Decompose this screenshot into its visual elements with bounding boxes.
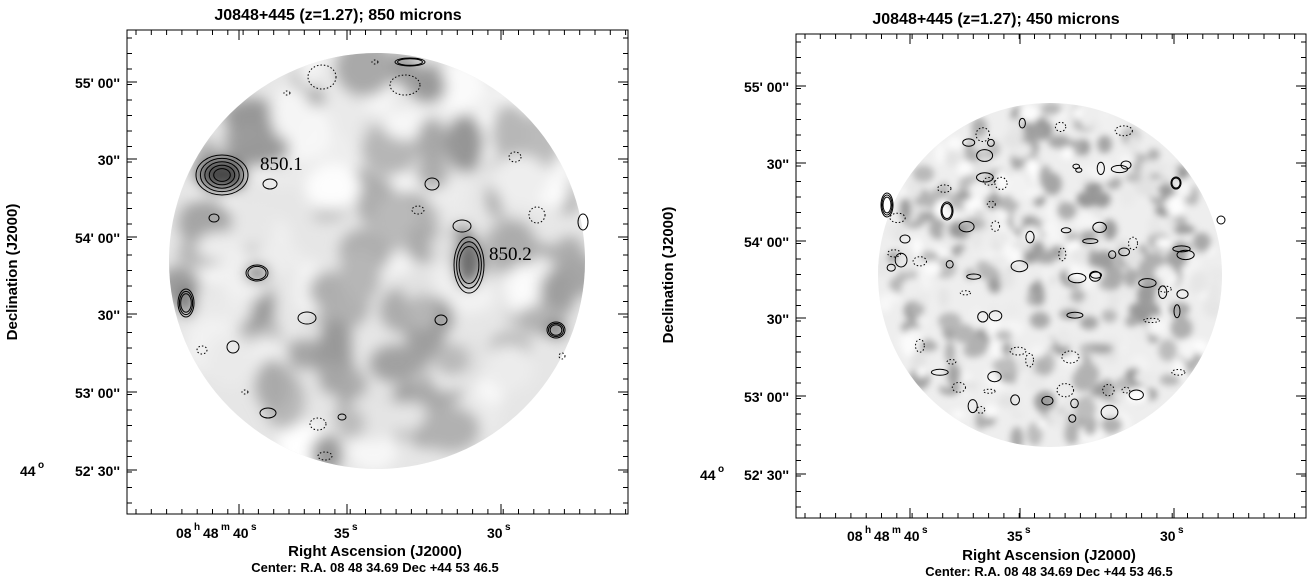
svg-text:48: 48 <box>203 525 219 541</box>
ra-tick-label: 30 s <box>1160 525 1184 544</box>
svg-text:h: h <box>194 522 200 533</box>
svg-text:o: o <box>38 460 44 471</box>
svg-text:44: 44 <box>700 467 716 483</box>
svg-text:30: 30 <box>1160 528 1176 544</box>
svg-text:44: 44 <box>20 463 36 479</box>
y-axis-label: Declination (J2000) <box>4 204 21 341</box>
dec-tick-label: 53' 00'' <box>744 389 789 405</box>
map-figure-850: J0848+445 (z=1.27); 850 microns 55' 00''… <box>4 7 629 575</box>
svg-text:s: s <box>922 525 928 536</box>
axis-ticks <box>127 30 628 514</box>
flux-contours-850 <box>177 57 589 461</box>
axis-ticks <box>796 34 1306 518</box>
svg-text:s: s <box>1025 525 1031 536</box>
ra-tick-label: 35 s <box>1007 525 1031 544</box>
svg-text:m: m <box>892 525 901 536</box>
dec-tick-label: 55' 00'' <box>75 75 120 91</box>
svg-text:30: 30 <box>487 525 503 541</box>
y-axis-label: Declination (J2000) <box>660 207 677 344</box>
svg-text:52' 30'': 52' 30'' <box>75 463 120 479</box>
ra-tick-label: 35 s <box>334 522 358 541</box>
flux-map-850 <box>169 53 585 469</box>
map-title: J0848+445 (z=1.27); 850 microns <box>214 7 461 24</box>
svg-text:40: 40 <box>904 528 920 544</box>
svg-text:48: 48 <box>874 528 890 544</box>
map-figure-450: J0848+445 (z=1.27); 450 microns 55' 00''… <box>660 11 1307 579</box>
svg-text:35: 35 <box>334 525 350 541</box>
dec-tick-label: 53' 00'' <box>75 385 120 401</box>
dec-tick-label-first: 44 o 52' 30'' <box>20 460 120 479</box>
x-axis-label: Right Ascension (J2000) <box>962 547 1136 564</box>
svg-text:08: 08 <box>176 525 192 541</box>
flux-map-450 <box>878 103 1222 447</box>
ra-tick-label-first: 08 h 48 m 40 s <box>847 525 928 544</box>
ra-tick-label-first: 08 h 48 m 40 s <box>176 522 257 541</box>
map-title: J0848+445 (z=1.27); 450 microns <box>872 11 1119 28</box>
svg-text:s: s <box>352 522 358 533</box>
center-coordinates: Center: R.A. 08 48 34.69 Dec +44 53 46.5 <box>925 564 1173 579</box>
svg-text:40: 40 <box>233 525 249 541</box>
source-label-850-1: 850.1 <box>260 154 303 175</box>
source-label-850-2: 850.2 <box>489 244 532 265</box>
svg-text:52' 30'': 52' 30'' <box>744 467 789 483</box>
svg-text:s: s <box>251 522 257 533</box>
svg-text:s: s <box>1178 525 1184 536</box>
dec-tick-label: 30'' <box>767 311 789 327</box>
dec-tick-label: 55' 00'' <box>744 79 789 95</box>
svg-text:s: s <box>505 522 511 533</box>
x-axis-label: Right Ascension (J2000) <box>288 543 462 560</box>
svg-text:35: 35 <box>1007 528 1023 544</box>
dec-tick-label: 30'' <box>98 307 120 323</box>
svg-text:08: 08 <box>847 528 863 544</box>
dec-tick-label: 54' 00'' <box>75 230 120 246</box>
dec-tick-label: 54' 00'' <box>744 234 789 250</box>
center-coordinates: Center: R.A. 08 48 34.69 Dec +44 53 46.5 <box>251 560 499 575</box>
map-panel-850: J0848+445 (z=1.27); 850 microns 55' 00''… <box>4 7 629 575</box>
ra-tick-label: 30 s <box>487 522 511 541</box>
svg-text:m: m <box>221 522 230 533</box>
svg-text:h: h <box>865 525 871 536</box>
dec-tick-label: 30'' <box>98 152 120 168</box>
dec-tick-label: 30'' <box>767 156 789 172</box>
dec-tick-label-first: 44 o 52' 30'' <box>700 464 789 483</box>
flux-contours-450 <box>880 117 1226 423</box>
map-panel-450: J0848+445 (z=1.27); 450 microns 55' 00''… <box>656 0 1312 581</box>
svg-text:o: o <box>718 464 724 475</box>
